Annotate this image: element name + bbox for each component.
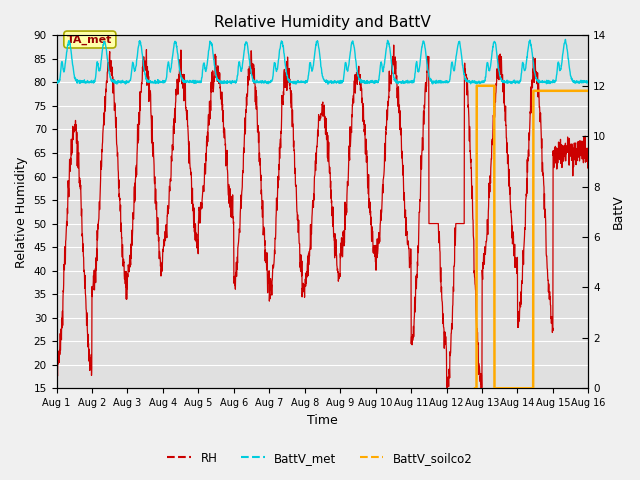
Legend: RH, BattV_met, BattV_soilco2: RH, BattV_met, BattV_soilco2 — [163, 447, 477, 469]
Y-axis label: Relative Humidity: Relative Humidity — [15, 156, 28, 267]
X-axis label: Time: Time — [307, 414, 338, 427]
Title: Relative Humidity and BattV: Relative Humidity and BattV — [214, 15, 431, 30]
Y-axis label: BattV: BattV — [612, 194, 625, 229]
Text: TA_met: TA_met — [67, 35, 113, 45]
